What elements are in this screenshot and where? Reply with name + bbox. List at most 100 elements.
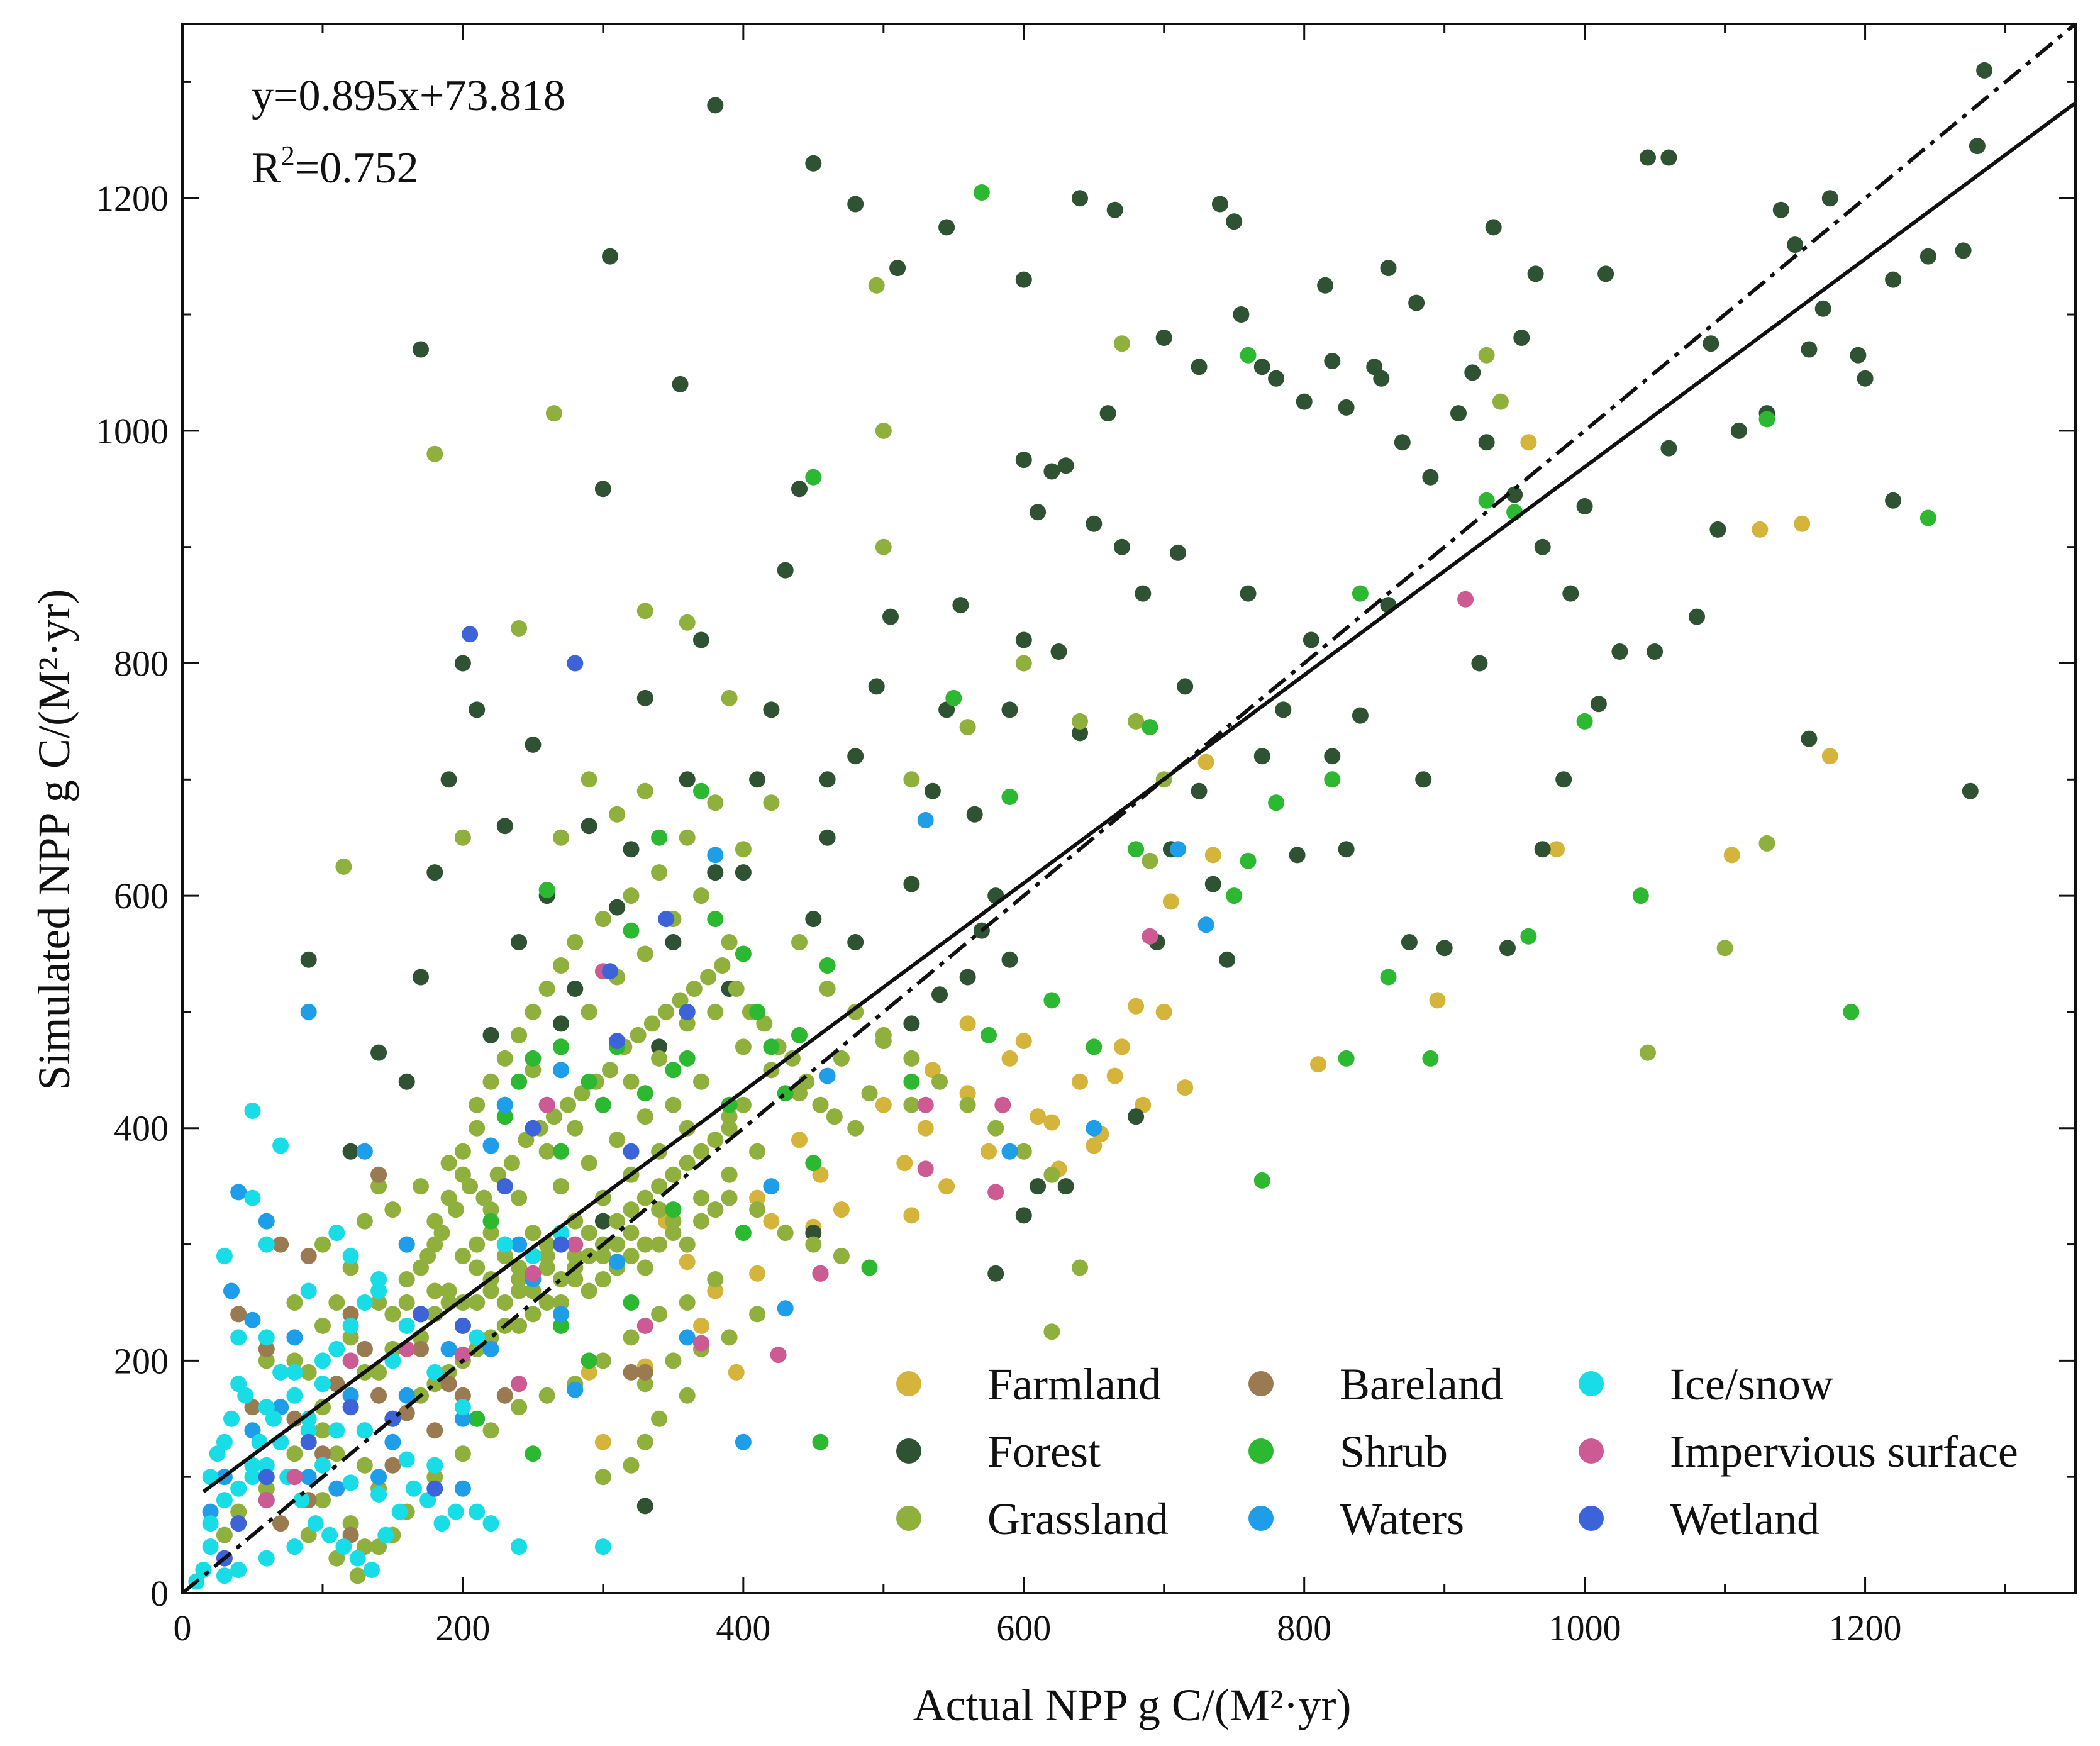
data-point (272, 1364, 289, 1381)
data-point (777, 562, 794, 579)
data-point (1106, 201, 1123, 218)
data-point (426, 1364, 443, 1381)
data-point (1128, 841, 1145, 858)
data-point (321, 1526, 338, 1543)
data-point (819, 957, 836, 974)
data-point (735, 1096, 752, 1113)
data-point (440, 1282, 457, 1299)
data-point (426, 1457, 443, 1474)
data-point (749, 1201, 766, 1218)
data-point (707, 911, 724, 928)
data-point (286, 1294, 303, 1311)
data-point (1716, 940, 1733, 957)
legend-label: Shrub (1340, 1426, 1448, 1477)
data-point (1015, 631, 1032, 648)
data-point (665, 934, 682, 950)
data-point (496, 818, 513, 835)
legend-label: Bareland (1340, 1359, 1503, 1410)
data-point (314, 1399, 331, 1416)
data-point (847, 196, 864, 213)
data-point (594, 1213, 611, 1230)
data-point (594, 1352, 611, 1369)
data-point (364, 1562, 380, 1578)
data-point (1660, 149, 1677, 166)
data-point (1177, 678, 1194, 695)
data-point (917, 1120, 934, 1137)
y-tick-label: 400 (114, 1108, 169, 1149)
data-point (1057, 457, 1074, 474)
data-point (1310, 1056, 1326, 1073)
data-point (1219, 951, 1236, 968)
data-point (1814, 300, 1831, 317)
data-point (693, 1213, 709, 1230)
data-point (1548, 841, 1565, 858)
data-point (370, 1469, 387, 1486)
data-point (398, 1236, 415, 1253)
data-point (230, 1306, 247, 1323)
data-point (511, 1317, 528, 1334)
data-point (560, 1096, 577, 1113)
data-point (538, 1387, 555, 1404)
data-point (623, 887, 640, 904)
y-tick-label: 0 (150, 1573, 169, 1614)
data-point (567, 1271, 584, 1287)
legend-marker (1579, 1371, 1604, 1396)
data-point (847, 1003, 864, 1020)
data-point (665, 1096, 682, 1113)
data-point (328, 1480, 345, 1497)
data-point (594, 481, 611, 498)
data-point (384, 1306, 401, 1323)
data-point (244, 1103, 261, 1119)
data-point (581, 1155, 597, 1172)
data-point (882, 608, 899, 625)
data-point (440, 1155, 457, 1172)
data-point (454, 1248, 471, 1264)
data-point (258, 1457, 275, 1474)
data-point (581, 1282, 597, 1299)
data-point (651, 1306, 668, 1323)
data-point (482, 1340, 499, 1357)
data-point (1590, 696, 1607, 713)
data-point (1955, 242, 1972, 259)
data-point (496, 1178, 513, 1195)
data-point (258, 1329, 275, 1346)
data-point (496, 1248, 513, 1264)
data-point (328, 1422, 345, 1439)
data-point (735, 864, 752, 881)
data-point (903, 1073, 920, 1090)
data-point (538, 1248, 555, 1264)
data-point (594, 1469, 611, 1486)
data-point (1962, 782, 1979, 799)
data-point (1689, 608, 1705, 625)
data-point (847, 934, 864, 950)
data-point (623, 922, 640, 939)
data-point (770, 1347, 787, 1364)
data-point (202, 1469, 219, 1486)
data-point (567, 934, 584, 950)
data-point (679, 1050, 696, 1067)
data-point (763, 794, 780, 811)
data-point (735, 1225, 752, 1242)
data-point (1240, 347, 1257, 364)
data-point (791, 1132, 808, 1148)
data-point (609, 899, 626, 916)
data-point (511, 1282, 528, 1299)
data-point (707, 1132, 724, 1148)
data-point (1240, 852, 1257, 869)
data-point (1289, 847, 1306, 864)
data-point (293, 1492, 310, 1509)
data-point (314, 1236, 331, 1253)
data-point (300, 1282, 317, 1299)
data-point (861, 1259, 878, 1276)
data-point (819, 771, 836, 788)
data-point (496, 1096, 513, 1113)
data-point (1752, 521, 1769, 538)
data-point (1324, 353, 1341, 369)
data-point (1380, 969, 1397, 986)
data-point (286, 1329, 303, 1346)
data-point (594, 1271, 611, 1287)
legend-label: Ice/snow (1670, 1359, 1833, 1410)
data-point (1422, 1050, 1439, 1067)
data-point (1072, 190, 1088, 207)
